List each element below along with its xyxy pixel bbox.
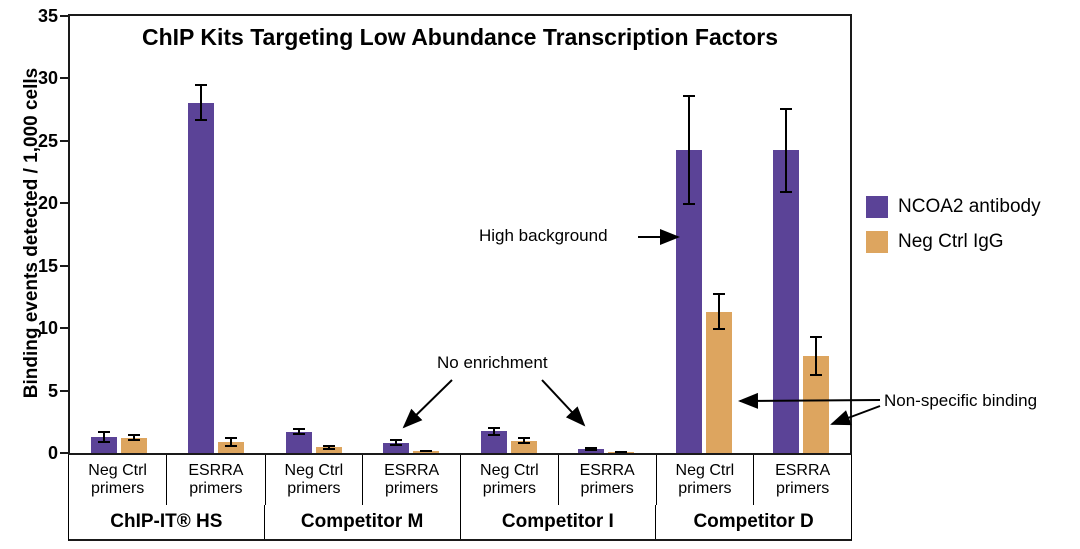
primer-labels-group-4: Neg Ctrl primers ESRRA primers xyxy=(655,455,852,505)
legend-swatch-igg xyxy=(866,231,888,253)
annotation-non-specific-binding: Non-specific binding xyxy=(884,391,1038,410)
annotation-high-background: High background xyxy=(479,226,608,245)
kit-label-row: ChIP-IT® HS Competitor M Competitor I Compe… xyxy=(69,505,851,539)
legend-item-igg: Neg Ctrl IgG xyxy=(866,231,1041,253)
y-tick-label-30: 30 xyxy=(37,68,58,89)
subgroup-2-2 xyxy=(363,16,461,453)
bar-1-2-igg xyxy=(218,437,245,453)
primer-label-4-1: Neg Ctrl primers xyxy=(655,455,754,505)
subgroup-4-1 xyxy=(655,16,753,453)
primer-label-3-2: ESRRA primers xyxy=(557,455,656,505)
subgroup-1-1 xyxy=(70,16,168,453)
y-tick-mark-35 xyxy=(60,15,68,17)
error-bar xyxy=(195,84,208,121)
bar-2-1-igg xyxy=(315,445,342,453)
bar-3-1-ncoa2 xyxy=(480,427,507,453)
y-tick-mark-0 xyxy=(60,452,68,454)
bar-4-1-ncoa2 xyxy=(675,95,702,453)
error-bar xyxy=(780,108,793,193)
y-tick-label-0: 0 xyxy=(47,443,58,463)
y-tick-mark-10 xyxy=(60,327,68,330)
bar-4-2-igg xyxy=(803,336,830,453)
bar-4-1-igg xyxy=(705,293,732,453)
primer-label-1-2: ESRRA primers xyxy=(166,455,264,505)
error-bar xyxy=(585,447,598,451)
kit-label-4: Competitor D xyxy=(655,505,851,539)
y-tick-label-25: 25 xyxy=(37,130,58,151)
kit-label-1: ChIP-IT® HS xyxy=(110,511,223,532)
primer-label-4-2: ESRRA primers xyxy=(753,455,851,505)
primer-label-row: Neg Ctrl primers ESRRA primers Neg Ctrl prime… xyxy=(69,455,851,505)
error-bar xyxy=(127,434,140,441)
legend-label-igg: Neg Ctrl IgG xyxy=(898,231,1004,252)
kit-label-2: Competitor M xyxy=(263,505,460,539)
bar-1-2-ncoa2 xyxy=(188,84,215,453)
subgroup-3-2 xyxy=(558,16,656,453)
bar-3-2-ncoa2 xyxy=(578,447,605,453)
subgroup-4-2 xyxy=(753,16,851,453)
error-bar xyxy=(810,336,823,376)
primer-label-3-1: Neg Ctrl primers xyxy=(460,455,558,505)
y-tick-label-10: 10 xyxy=(37,318,58,339)
kit-label-3: Competitor I xyxy=(459,505,656,539)
bar-2-2-ncoa2 xyxy=(383,439,410,453)
subgroup-2-1 xyxy=(265,16,363,453)
error-bar xyxy=(712,293,725,330)
bar-4-2-ncoa2 xyxy=(773,108,800,453)
y-tick-mark-15 xyxy=(60,264,68,267)
legend-item-ncoa2: NCOA2 antibody xyxy=(866,196,1041,218)
subgroup-3-1 xyxy=(460,16,558,453)
primer-label-2-2: ESRRA primers xyxy=(362,455,460,505)
group-3 xyxy=(460,16,655,453)
error-bar xyxy=(390,439,403,446)
plot-area: ChIP Kits Targeting Low Abundance Transc… xyxy=(68,14,852,455)
bar-3-2-igg xyxy=(608,451,635,453)
annotation-no-enrichment: No enrichment xyxy=(437,353,548,372)
legend-swatch-ncoa2 xyxy=(866,196,888,218)
bar-groups xyxy=(70,16,850,453)
bar-2-2-igg xyxy=(413,450,440,453)
error-bar xyxy=(225,437,238,447)
error-bar xyxy=(97,431,110,443)
primer-labels-group-2: Neg Ctrl primers ESRRA primers xyxy=(264,455,461,505)
chart-title: ChIP Kits Targeting Low Abundance Transc… xyxy=(142,24,778,50)
primer-label-1-1: Neg Ctrl primers xyxy=(88,461,147,497)
y-tick-mark-25 xyxy=(60,139,68,142)
y-tick-label-15: 15 xyxy=(37,255,58,276)
bar-1-1-ncoa2 xyxy=(90,431,117,453)
error-bar xyxy=(615,451,628,453)
x-axis-labels: Neg Ctrl primers ESRRA primers Neg Ctrl prime… xyxy=(68,455,852,541)
y-tick-mark-5 xyxy=(60,389,68,392)
y-tick-mark-20 xyxy=(60,202,68,205)
subgroup-1-2 xyxy=(168,16,266,453)
primer-labels-group-1: Neg Ctrl primers ESRRA primers xyxy=(69,455,265,505)
error-bar xyxy=(322,445,335,450)
error-bar xyxy=(517,437,530,444)
y-tick-label-35: 35 xyxy=(37,6,58,26)
y-tick-label-5: 5 xyxy=(47,380,58,401)
error-bar xyxy=(487,427,500,436)
bar-1-1-igg xyxy=(120,434,147,453)
error-bar xyxy=(420,450,433,452)
y-tick-mark-30 xyxy=(60,77,68,80)
legend-label-ncoa2: NCOA2 antibody xyxy=(898,196,1041,217)
legend: NCOA2 antibody Neg Ctrl IgG xyxy=(866,196,1041,266)
group-4 xyxy=(655,16,850,453)
error-bar xyxy=(682,95,695,205)
y-tick-label-20: 20 xyxy=(37,193,58,214)
primer-labels-group-3: Neg Ctrl primers ESRRA primers xyxy=(460,455,656,505)
group-2 xyxy=(265,16,460,453)
bar-3-1-igg xyxy=(510,437,537,453)
error-bar xyxy=(292,428,305,435)
group-1 xyxy=(70,16,265,453)
bar-2-1-ncoa2 xyxy=(285,428,312,453)
primer-label-2-1: Neg Ctrl primers xyxy=(264,455,363,505)
